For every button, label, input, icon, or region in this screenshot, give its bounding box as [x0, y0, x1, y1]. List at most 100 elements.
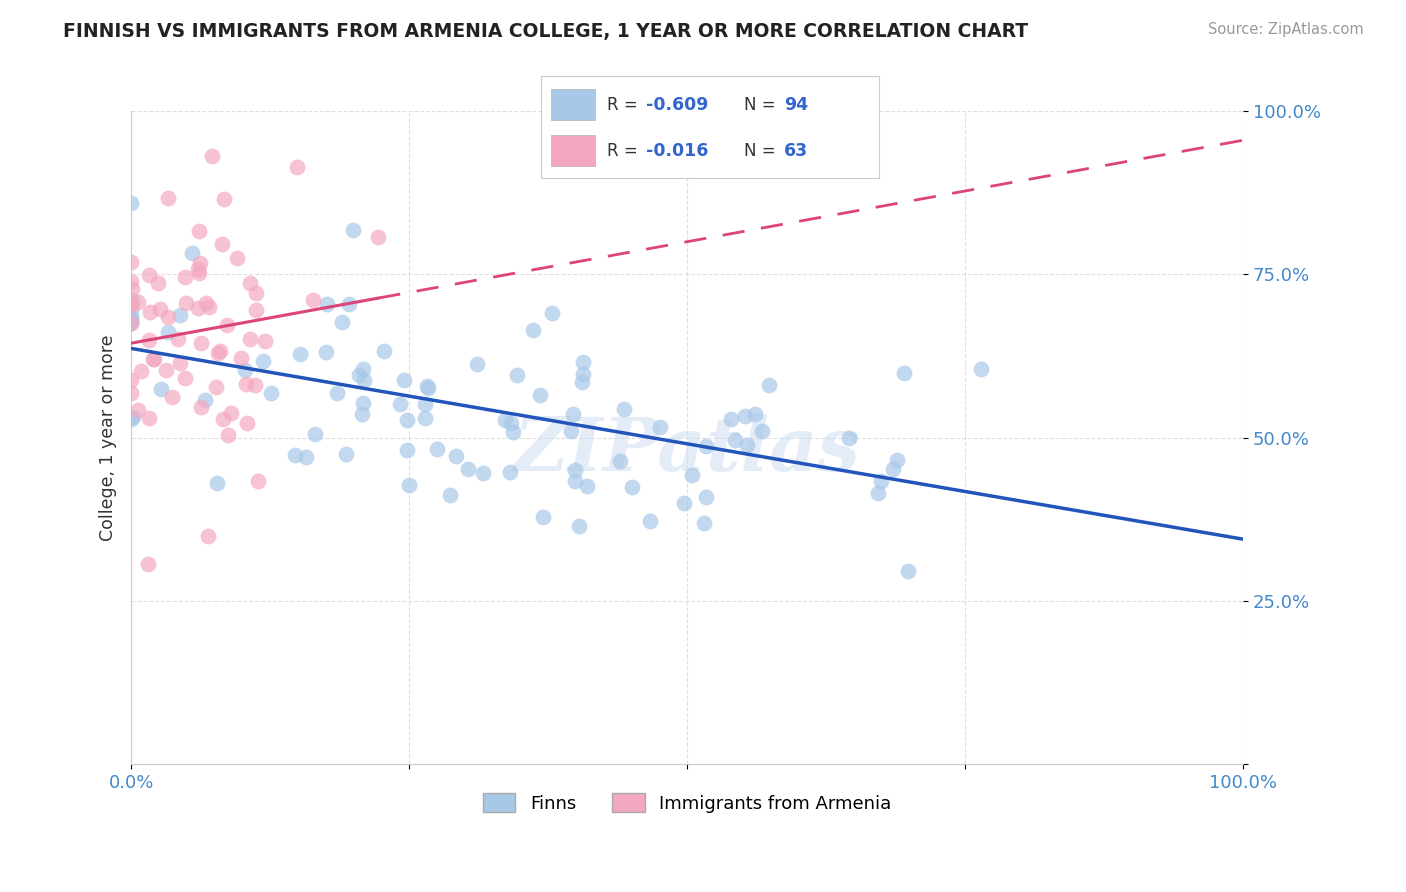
Point: [353, 373, 375, 387]
Point: [568, 519, 591, 533]
Point: [188, 255, 211, 269]
Point: [235, 416, 257, 430]
Point: [205, 475, 228, 490]
Point: [233, 362, 256, 376]
Point: [121, 410, 143, 425]
Point: [326, 386, 349, 401]
Point: [131, 364, 153, 378]
Point: [373, 343, 395, 358]
Point: [724, 433, 747, 447]
Point: [681, 467, 703, 482]
Point: [367, 230, 389, 244]
Point: [350, 407, 373, 421]
Text: -0.609: -0.609: [645, 95, 709, 113]
Point: [315, 296, 337, 310]
Y-axis label: College, 1 year or more: College, 1 year or more: [100, 334, 117, 541]
Point: [868, 486, 890, 500]
Point: [190, 400, 212, 414]
Point: [342, 223, 364, 237]
Point: [395, 413, 418, 427]
Text: R =: R =: [607, 95, 643, 113]
Point: [870, 475, 893, 489]
Point: [225, 251, 247, 265]
Point: [416, 379, 439, 393]
Point: [155, 363, 177, 377]
Point: [540, 306, 562, 320]
Point: [120, 302, 142, 317]
Point: [239, 331, 262, 345]
Text: -0.016: -0.016: [645, 142, 709, 160]
Point: [295, 450, 318, 465]
Point: [120, 255, 142, 269]
Point: [288, 347, 311, 361]
Point: [609, 453, 631, 467]
Point: [120, 373, 142, 387]
Point: [127, 402, 149, 417]
Point: [695, 490, 717, 504]
Point: [744, 407, 766, 421]
Point: [347, 368, 370, 383]
Text: ZIPatlas: ZIPatlas: [513, 414, 860, 487]
Point: [501, 417, 523, 431]
Point: [418, 381, 440, 395]
Point: [576, 479, 599, 493]
Point: [188, 224, 211, 238]
Point: [572, 355, 595, 369]
Point: [758, 378, 780, 392]
Point: [120, 313, 142, 327]
Point: [394, 373, 416, 387]
Point: [120, 274, 142, 288]
Point: [315, 345, 337, 359]
Point: [337, 297, 360, 311]
Point: [120, 298, 142, 312]
Point: [205, 380, 228, 394]
Point: [180, 246, 202, 260]
Point: [613, 402, 636, 417]
Point: [157, 310, 180, 324]
Point: [207, 346, 229, 360]
Point: [560, 424, 582, 438]
Point: [693, 516, 716, 530]
Point: [499, 465, 522, 479]
Point: [444, 449, 467, 463]
Point: [352, 396, 374, 410]
Point: [142, 351, 165, 366]
Point: [173, 270, 195, 285]
Point: [562, 407, 585, 421]
Point: [156, 325, 179, 339]
Point: [572, 367, 595, 381]
Point: [413, 411, 436, 425]
Bar: [551, 89, 595, 120]
Point: [149, 302, 172, 317]
Point: [897, 564, 920, 578]
Point: [302, 293, 325, 308]
Point: [330, 315, 353, 329]
Point: [229, 351, 252, 366]
Point: [150, 382, 173, 396]
Point: [221, 406, 243, 420]
Point: [212, 412, 235, 426]
Text: FINNISH VS IMMIGRANTS FROM ARMENIA COLLEGE, 1 YEAR OR MORE CORRELATION CHART: FINNISH VS IMMIGRANTS FROM ARMENIA COLLE…: [63, 22, 1028, 41]
Text: N =: N =: [744, 142, 780, 160]
Point: [120, 314, 142, 328]
Text: N =: N =: [744, 95, 780, 113]
Point: [162, 390, 184, 404]
Point: [882, 461, 904, 475]
Point: [522, 323, 544, 337]
Point: [174, 296, 197, 310]
Point: [502, 425, 524, 440]
Point: [737, 438, 759, 452]
Text: Source: ZipAtlas.com: Source: ZipAtlas.com: [1208, 22, 1364, 37]
Point: [529, 388, 551, 402]
Legend: Finns, Immigrants from Armenia: Finns, Immigrants from Armenia: [475, 786, 898, 820]
Point: [173, 371, 195, 385]
Point: [247, 474, 270, 488]
Point: [120, 292, 142, 306]
Point: [136, 557, 159, 571]
Point: [198, 300, 221, 314]
Point: [564, 474, 586, 488]
Point: [187, 301, 209, 315]
Point: [120, 196, 142, 211]
Point: [970, 362, 993, 376]
Point: [285, 161, 308, 175]
